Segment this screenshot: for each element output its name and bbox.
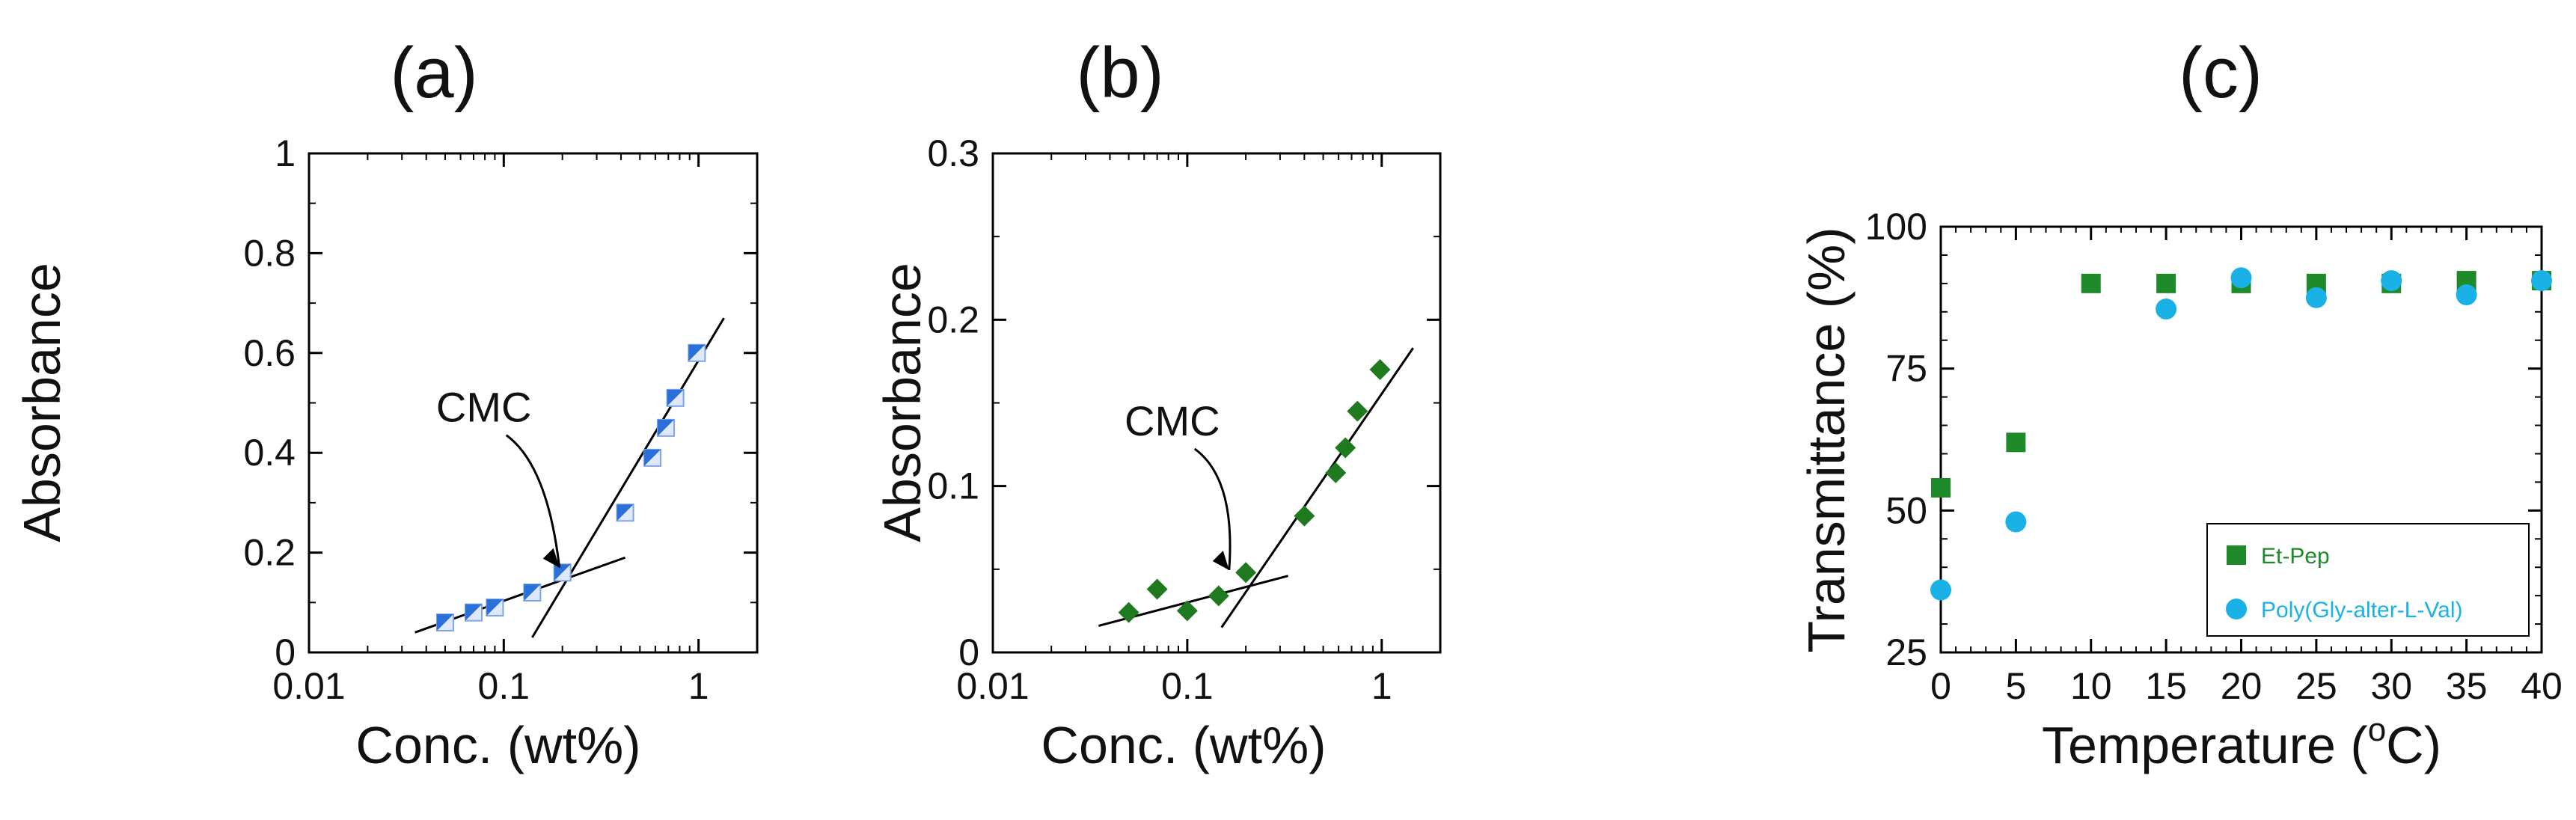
data-point (1325, 462, 1347, 483)
data-point-fill (667, 389, 684, 406)
cmc-arrowhead (542, 548, 560, 568)
legend-marker (2227, 545, 2246, 565)
y-tick-label: 0.2 (927, 299, 979, 340)
data-point (2381, 270, 2402, 292)
y-tick-label: 0.2 (243, 532, 296, 574)
y-axis-label: Absorbance (873, 263, 931, 542)
x-axis-label-sup: o (2368, 712, 2386, 748)
data-point (2305, 287, 2327, 308)
legend-box (2206, 523, 2530, 637)
y-tick-label: 25 (1885, 631, 1927, 673)
cmc-label: CMC (1125, 397, 1220, 444)
x-tick-label: 0.1 (1161, 665, 1214, 707)
x-tick-label: 1 (1371, 665, 1392, 707)
x-axis-label-tail: C) (2386, 716, 2441, 774)
y-tick-label: 100 (1865, 206, 1927, 248)
x-axis-label-main: Temperature ( (2042, 716, 2368, 774)
legend-marker (2226, 599, 2247, 619)
cmc-arrow (1193, 447, 1232, 571)
panel-b: (b) 0 0.1 0.2 0.3 0.01 0.1 1 Absorbance Conc. (wt… (873, 33, 1442, 774)
plot-frame (308, 152, 759, 654)
x-tick-label: 0.1 (478, 665, 530, 707)
x-tick-label: 40 (2521, 665, 2563, 707)
data-point (1208, 585, 1229, 607)
x-tick-label: 30 (2370, 665, 2412, 707)
fit-line (531, 317, 725, 638)
fit-line (1220, 347, 1414, 628)
panel-c: (c) 25 50 75 100 0 5 10 15 20 25 30 35 40 Transmittanc… (1797, 33, 2563, 774)
x-tick-label: 35 (2446, 665, 2488, 707)
x-tick-label: 25 (2295, 665, 2337, 707)
x-axis-label: Temperature (oC) (2042, 712, 2441, 774)
panel-a: (a) 0 0.2 0.4 0.6 0.8 1 0.01 0.1 1 Absorbance Conc.… (13, 33, 759, 774)
data-point-fill (644, 449, 661, 466)
y-tick-label: 0.3 (927, 132, 979, 174)
data-point-fill (688, 344, 706, 361)
panel-label: (b) (1076, 33, 1163, 113)
y-tick-label: 1 (275, 132, 296, 174)
x-tick-label: 5 (2005, 665, 2026, 707)
data-point-fill (436, 614, 453, 631)
x-axis-label: Conc. (wt%) (355, 716, 640, 774)
y-axis-label: Transmittance (%) (1797, 227, 1855, 652)
y-tick-label: 0.4 (243, 432, 296, 474)
data-point (1369, 359, 1391, 381)
data-point-fill (658, 419, 675, 436)
data-point-fill (524, 584, 541, 601)
y-tick-label: 0 (958, 631, 979, 673)
data-point (1146, 578, 1168, 600)
data-point-fill (554, 564, 571, 581)
x-tick-label: 15 (2145, 665, 2187, 707)
y-tick-label: 75 (1885, 348, 1927, 390)
cmc-label: CMC (436, 384, 532, 431)
data-point (2156, 299, 2177, 320)
y-tick-label: 0.8 (243, 232, 296, 274)
data-point (1235, 562, 1257, 584)
data-point (1930, 579, 1951, 601)
data-point (2156, 273, 2176, 293)
data-point (1931, 477, 1951, 498)
data-point-fill (617, 504, 634, 521)
data-point (1118, 602, 1139, 623)
y-tick-label: 0 (275, 631, 296, 673)
cmc-arrow (505, 434, 561, 568)
data-point (1176, 600, 1198, 622)
data-point (2531, 270, 2552, 292)
panel-label: (c) (2179, 33, 2263, 113)
x-tick-label: 1 (688, 665, 709, 707)
data-point-fill (465, 604, 482, 621)
x-tick-label: 10 (2070, 665, 2112, 707)
data-point (1294, 505, 1315, 527)
x-tick-label: 0.01 (272, 665, 345, 707)
x-tick-label: 20 (2221, 665, 2263, 707)
panel-label: (a) (390, 33, 477, 113)
data-point-fill (486, 599, 504, 616)
data-point (2230, 267, 2252, 289)
data-point (2005, 511, 2027, 533)
y-tick-label: 0.6 (243, 332, 296, 374)
y-axis-label: Absorbance (13, 263, 71, 542)
data-point (2006, 432, 2026, 453)
data-point (2081, 273, 2101, 293)
y-tick-label: 0.1 (927, 465, 979, 507)
x-axis-label: Conc. (wt%) (1041, 716, 1326, 774)
x-tick-label: 0 (1930, 665, 1951, 707)
data-point (2456, 284, 2477, 306)
data-point (1335, 437, 1356, 459)
x-tick-label: 0.01 (956, 665, 1029, 707)
cmc-arrowhead (1212, 550, 1229, 570)
legend-label: Et-Pep (2261, 544, 2330, 569)
data-point (1347, 400, 1368, 422)
legend-label: Poly(Gly-alter-L-Val) (2261, 598, 2463, 622)
y-tick-label: 50 (1885, 489, 1927, 531)
